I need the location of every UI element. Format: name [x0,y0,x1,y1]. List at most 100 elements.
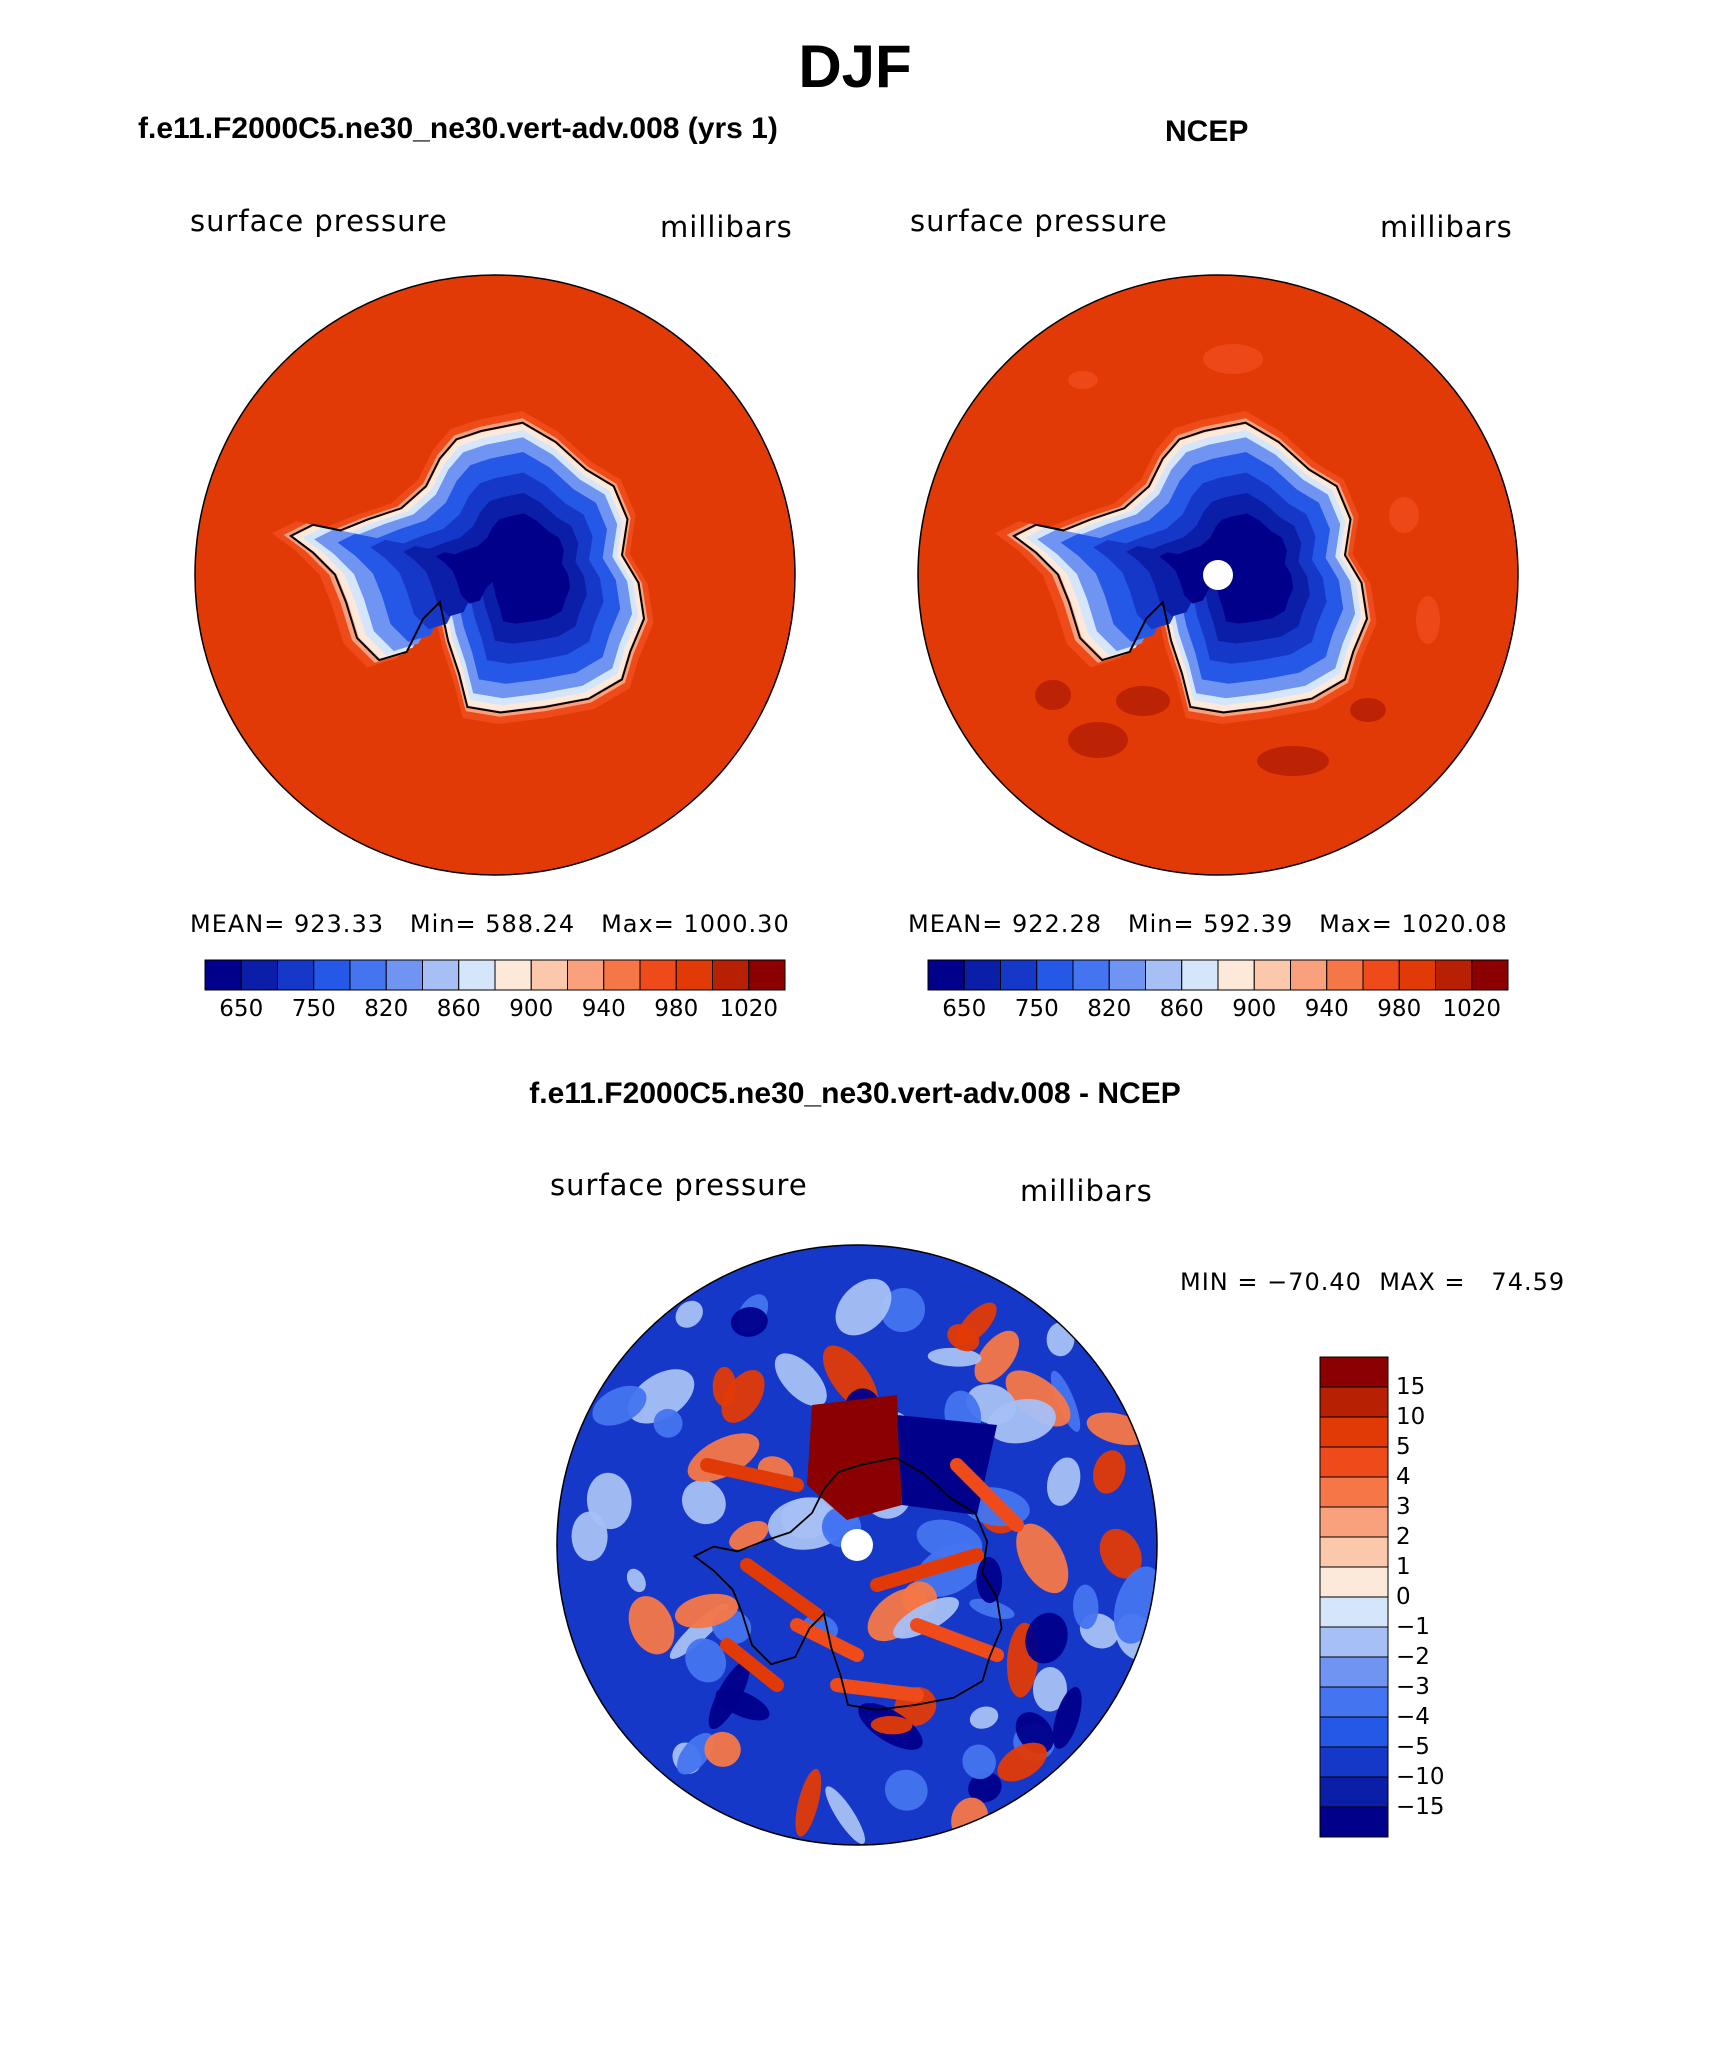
obs-ocean-anomaly [1389,497,1419,533]
diff-colorbar-box [1319,1776,1389,1808]
obs-map [918,275,1518,875]
diff-colorbar-tick-label: 10 [1396,1404,1426,1430]
diff-colorbar-tick-label: 5 [1396,1434,1411,1460]
diff-anomaly [704,1731,741,1767]
obs-min-label: Min= [1127,910,1195,938]
diff-anomaly [795,1768,822,1837]
diff-units-label: millibars [1020,1174,1153,1208]
model-colorbar-box [530,959,568,991]
diff-anomaly [774,1353,827,1407]
model-colorbar-tick-label: 750 [291,996,336,1022]
diff-colorbar-box [1319,1446,1389,1478]
obs-colorbar-box [1326,959,1364,991]
obs-max-value: 1020.08 [1401,910,1508,938]
model-colorbar-box [712,959,750,991]
model-colorbar-box [277,959,315,991]
obs-stats: MEAN= 922.28 Min= 592.39 Max= 1020.08 [908,910,1508,938]
model-colorbar-tick-label: 1020 [719,996,779,1022]
model-colorbar-tick-label: 820 [364,996,409,1022]
obs-colorbar-tick-label: 820 [1087,996,1132,1022]
obs-colorbar-box [1398,959,1436,991]
diff-strong-positive [807,1395,902,1520]
diff-colorbar-box [1319,1596,1389,1628]
model-variable-label: surface pressure [190,204,448,238]
diff-anomaly [653,1408,683,1438]
diff-colorbar-tick-label: −10 [1396,1764,1445,1790]
model-map-border [194,274,796,876]
diff-colorbar-tick-label: −1 [1396,1614,1430,1640]
diff-colorbar-box [1319,1536,1389,1568]
obs-colorbar-tick-label: 1020 [1442,996,1502,1022]
model-colorbar-tick-label: 650 [219,996,264,1022]
diff-band [740,1558,824,1622]
diff-min-label: MIN = [1180,1268,1259,1296]
model-panel-title: f.e11.F2000C5.ne30_ne30.vert-adv.008 (yr… [138,112,778,145]
diff-anomaly [628,1369,695,1424]
diff-anomaly [676,1732,714,1775]
diff-colorbar-tick-label: −15 [1396,1794,1445,1820]
model-colorbar-box [349,959,387,991]
diff-colorbar-tick-label: −2 [1396,1644,1430,1670]
diff-anomaly [1099,1528,1142,1579]
diff-anomaly [1016,1523,1069,1594]
diff-anomaly [1093,1450,1126,1494]
diff-map-border [556,1244,1158,1846]
diff-colorbar-box [1319,1416,1389,1448]
diff-colorbar-box [1319,1746,1389,1778]
diff-colorbar-box [1319,1386,1389,1418]
model-max-label: Max= [601,910,675,938]
obs-colorbar-box [1217,959,1255,991]
obs-colorbar-tick-label: 940 [1304,996,1349,1022]
model-colorbar-tick-label: 860 [436,996,481,1022]
model-colorbar-box [204,959,242,991]
obs-colorbar-box [1253,959,1291,991]
diff-map [557,1245,1157,1845]
obs-colorbar-tick-label: 860 [1159,996,1204,1022]
diff-variable-label: surface pressure [550,1168,808,1202]
model-min-value: 588.24 [485,910,576,938]
obs-map-border [917,274,1519,876]
diff-colorbar-tick-label: 2 [1396,1524,1411,1550]
model-min-label: Min= [409,910,477,938]
obs-colorbar-box [927,959,965,991]
obs-colorbar-tick-label: 980 [1377,996,1422,1022]
diff-anomaly [1073,1584,1099,1630]
diff-band [910,1618,1004,1662]
diff-anomaly [825,1786,866,1844]
diff-anomaly [721,1370,765,1423]
diff-band [700,1458,804,1492]
diff-band [950,1458,1024,1532]
model-colorbar-tick-label: 980 [654,996,699,1022]
diff-anomaly [947,1324,980,1352]
obs-pole-mask [1203,560,1233,590]
diff-anomaly [870,1716,913,1735]
diff-max-value: 74.59 [1491,1268,1566,1296]
obs-colorbar-box [1471,959,1509,991]
diff-band [790,1618,864,1662]
diff-anomaly [1015,1712,1054,1754]
obs-ocean-anomaly [1035,680,1071,710]
obs-colorbar-box [1108,959,1146,991]
diff-coastline [692,1456,1003,1711]
diff-anomaly [730,1307,768,1337]
obs-ocean-anomaly [1068,371,1098,389]
diff-anomaly [685,1638,727,1683]
diff-anomaly [1032,1667,1068,1712]
obs-colorbar-box [963,959,1001,991]
diff-colorbar-box [1319,1506,1389,1538]
obs-colorbar-box [1072,959,1110,991]
diff-colorbar-tick-label: −4 [1396,1704,1430,1730]
diff-colorbar-tick-label: −5 [1396,1734,1430,1760]
diff-max-label: MAX = [1379,1268,1466,1296]
obs-coastline [1011,421,1369,714]
model-contour-band [436,513,571,624]
diff-anomaly [880,1287,926,1333]
diff-anomaly [968,1772,1002,1803]
diff-colorbar-box [1319,1566,1389,1598]
diff-colorbar-tick-label: 1 [1396,1554,1411,1580]
diff-colorbar-tick-label: 15 [1396,1374,1426,1400]
obs-colorbar-tick-label: 650 [942,996,987,1022]
diff-anomaly [835,1278,892,1336]
obs-colorbar-tick-label: 900 [1232,996,1277,1022]
